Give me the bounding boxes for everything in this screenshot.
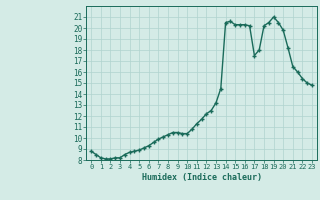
X-axis label: Humidex (Indice chaleur): Humidex (Indice chaleur): [142, 173, 262, 182]
